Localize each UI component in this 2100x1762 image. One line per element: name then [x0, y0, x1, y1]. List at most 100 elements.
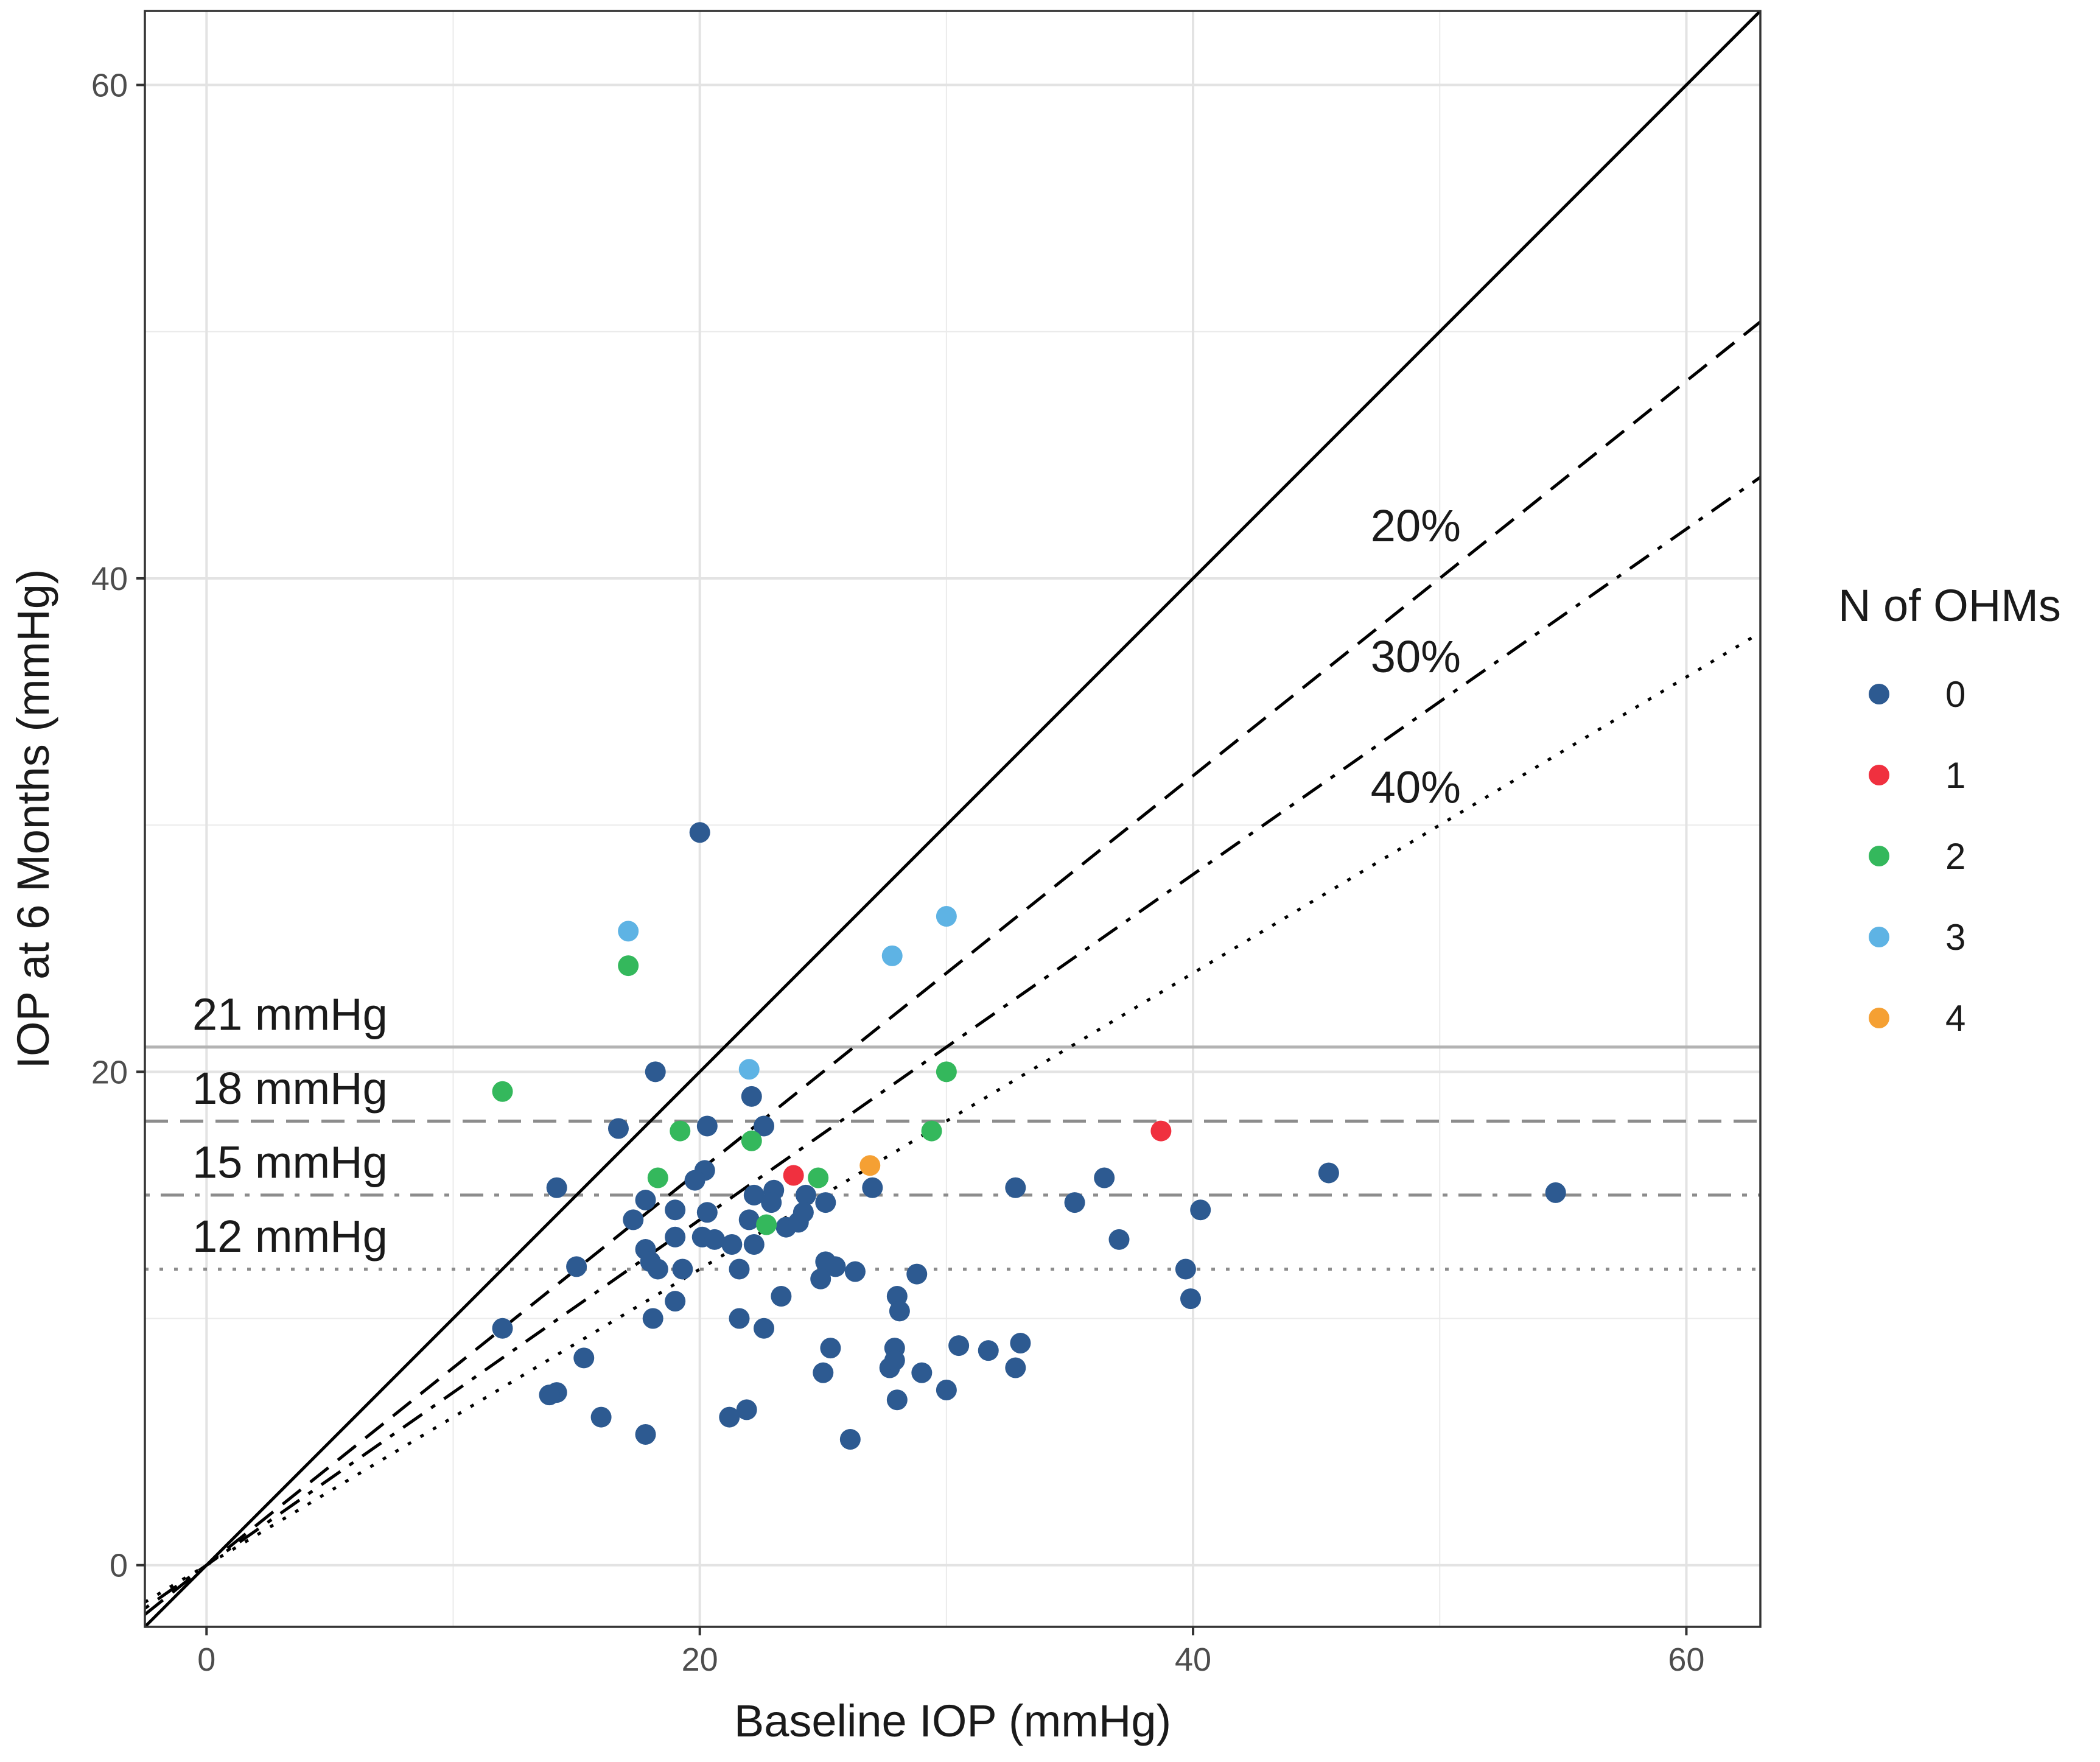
- data-point-ohm-0: [665, 1291, 686, 1312]
- data-point-ohm-0: [635, 1423, 656, 1445]
- data-point-ohm-0: [844, 1261, 866, 1282]
- data-point-ohm-0: [820, 1338, 841, 1359]
- data-point-ohm-0: [862, 1177, 883, 1198]
- x-tick-label: 40: [1175, 1641, 1211, 1678]
- legend-key-4: [1869, 1008, 1889, 1028]
- threshold-lines: [145, 1045, 1760, 1271]
- data-point-ohm-0: [665, 1226, 686, 1248]
- data-point-ohm-0: [795, 1184, 816, 1206]
- reduction-label: 40%: [1371, 762, 1461, 813]
- data-point-ohm-0: [839, 1429, 861, 1450]
- data-point-ohm-0: [754, 1318, 775, 1339]
- reference-line-labels: 21 mmHg 18 mmHg 15 mmHg 12 mmHg 20% 30% 40%: [192, 500, 1461, 1262]
- data-point-ohm-0: [696, 1115, 718, 1137]
- data-point-ohm-1: [783, 1165, 804, 1186]
- data-point-ohm-1: [1150, 1120, 1172, 1142]
- data-point-ohm-0: [736, 1399, 757, 1420]
- data-point-ohm-0: [1005, 1357, 1026, 1378]
- data-point-ohm-2: [670, 1120, 691, 1142]
- data-point-ohm-0: [1190, 1199, 1211, 1221]
- data-point-ohm-0: [729, 1308, 750, 1329]
- minor-gridlines: [145, 11, 1760, 1627]
- legend-key-1: [1869, 765, 1889, 785]
- data-point-ohm-2: [921, 1120, 942, 1142]
- data-point-ohm-2: [618, 955, 639, 977]
- data-point-ohm-2: [492, 1081, 513, 1102]
- data-point-ohm-0: [729, 1258, 750, 1280]
- legend-title: N of OHMs: [1838, 580, 2061, 631]
- data-point-ohm-0: [672, 1258, 693, 1280]
- data-point-ohm-0: [684, 1170, 705, 1191]
- y-tick-label: 20: [91, 1054, 128, 1090]
- data-point-ohm-0: [721, 1234, 743, 1255]
- data-point-ohm-0: [1064, 1192, 1085, 1213]
- data-point-ohm-0: [696, 1202, 718, 1223]
- x-axis-title: Baseline IOP (mmHg): [734, 1696, 1171, 1746]
- data-point-ohm-0: [1010, 1333, 1031, 1354]
- data-point-ohm-0: [607, 1118, 629, 1139]
- data-point-ohm-0: [1318, 1162, 1339, 1184]
- y-axis-title: IOP at 6 Months (mmHg): [8, 569, 58, 1069]
- data-point-ohm-0: [936, 1380, 957, 1401]
- data-point-ohm-0: [948, 1335, 970, 1357]
- data-point-ohm-0: [719, 1406, 740, 1428]
- x-axis: 0 20 40 60: [197, 1627, 1704, 1678]
- data-point-ohm-0: [492, 1318, 513, 1339]
- data-point-ohm-2: [808, 1167, 829, 1188]
- reduction-label: 20%: [1371, 500, 1461, 551]
- data-point-ohm-0: [704, 1229, 725, 1250]
- legend-key-0: [1869, 684, 1889, 704]
- data-point-ohm-0: [978, 1340, 999, 1361]
- data-point-ohm-0: [635, 1190, 656, 1211]
- legend-key-3: [1869, 927, 1889, 947]
- data-point-ohm-0: [590, 1406, 612, 1428]
- data-point-ohm-0: [645, 1061, 666, 1083]
- data-point-ohm-0: [886, 1389, 908, 1411]
- data-point-ohm-0: [566, 1256, 587, 1277]
- data-point-ohm-0: [889, 1300, 910, 1322]
- data-point-ohm-0: [1175, 1258, 1196, 1280]
- legend-key-2: [1869, 846, 1889, 866]
- data-point-ohm-0: [793, 1202, 814, 1223]
- data-point-ohm-3: [618, 921, 639, 942]
- reduction-line: [144, 476, 1762, 1610]
- data-point-ohm-3: [881, 945, 903, 966]
- data-point-ohm-0: [884, 1350, 905, 1371]
- plot-border: [144, 10, 1762, 1628]
- data-point-ohm-2: [756, 1214, 777, 1235]
- x-tick-label: 60: [1668, 1641, 1704, 1678]
- data-point-ohm-0: [738, 1209, 760, 1230]
- legend-label-3: 3: [1945, 917, 1965, 958]
- y-axis: 0 20 40 60: [91, 68, 145, 1584]
- data-point-ohm-0: [689, 822, 710, 843]
- legend: N of OHMs 0 1 2 3 4: [1838, 580, 2061, 1039]
- data-point-ohm-2: [741, 1130, 762, 1151]
- data-point-ohm-0: [741, 1086, 762, 1107]
- threshold-label: 12 mmHg: [192, 1211, 388, 1262]
- threshold-label: 21 mmHg: [192, 989, 388, 1039]
- reduction-lines: [144, 10, 1762, 1628]
- data-point-ohm-0: [1005, 1177, 1026, 1198]
- data-point-ohm-0: [771, 1286, 792, 1307]
- data-point-ohm-0: [813, 1362, 834, 1383]
- y-tick-label: 60: [91, 68, 128, 104]
- data-point-ohm-0: [647, 1258, 668, 1280]
- data-point-ohm-3: [936, 906, 957, 927]
- data-point-ohm-0: [825, 1256, 846, 1277]
- data-point-ohm-0: [573, 1347, 595, 1369]
- data-point-ohm-0: [761, 1192, 782, 1213]
- data-point-ohm-0: [665, 1199, 686, 1221]
- legend-label-2: 2: [1945, 836, 1965, 877]
- data-point-ohm-0: [906, 1263, 928, 1285]
- data-point-ohm-0: [911, 1362, 933, 1383]
- data-point-ohm-0: [815, 1192, 836, 1213]
- data-point-ohm-3: [738, 1059, 760, 1080]
- y-tick-label: 0: [110, 1548, 128, 1584]
- legend-label-4: 4: [1945, 998, 1965, 1039]
- reduction-label: 30%: [1371, 631, 1461, 682]
- data-point-ohm-2: [936, 1061, 957, 1083]
- data-point-ohm-0: [642, 1308, 663, 1329]
- data-point-ohm-0: [1108, 1229, 1130, 1250]
- threshold-label: 15 mmHg: [192, 1137, 388, 1188]
